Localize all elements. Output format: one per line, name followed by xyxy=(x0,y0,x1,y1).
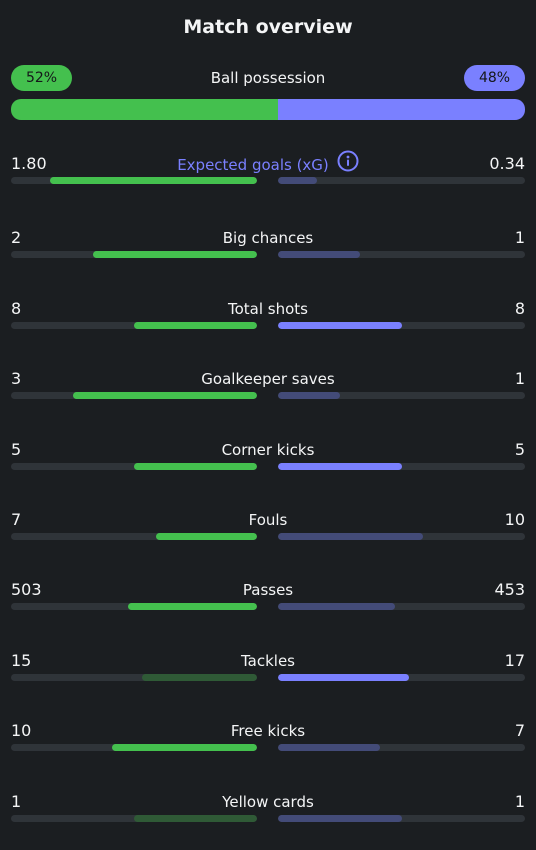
home-bar-fill xyxy=(50,177,257,184)
home-bar-fill xyxy=(72,392,257,399)
home-possession-badge: 52% xyxy=(11,65,72,91)
home-bar-track xyxy=(11,177,257,184)
stat-name-label: Fouls xyxy=(248,511,288,529)
home-value: 3 xyxy=(11,369,22,388)
home-bar-fill xyxy=(93,251,257,258)
home-bar-fill xyxy=(127,603,257,610)
stat-name-label: Yellow cards xyxy=(222,793,314,811)
away-value: 10 xyxy=(504,510,525,529)
away-bar-fill xyxy=(278,392,340,399)
panel-title: Match overview xyxy=(183,16,353,38)
stat-name: Free kicks xyxy=(100,720,436,742)
stat-name: Expected goals (xG) xyxy=(100,150,436,178)
away-bar-fill xyxy=(278,533,424,540)
away-bar-track xyxy=(278,177,525,184)
away-bar-fill xyxy=(278,251,361,258)
stat-row: 3 Goalkeeper saves 1 xyxy=(0,368,536,408)
away-value: 7 xyxy=(514,721,525,740)
home-bar-fill xyxy=(141,674,257,681)
home-bar-fill xyxy=(155,533,257,540)
home-value: 1 xyxy=(11,792,22,811)
home-value: 2 xyxy=(11,228,22,247)
away-bar-track xyxy=(278,392,525,399)
away-value: 0.34 xyxy=(489,154,525,173)
home-possession-fill xyxy=(11,99,279,120)
away-bar-track xyxy=(278,744,525,751)
stat-name-label: Expected goals (xG) xyxy=(177,156,329,174)
away-possession-badge: 48% xyxy=(464,65,525,91)
stat-name: Yellow cards xyxy=(100,791,436,813)
away-bar-fill xyxy=(278,177,318,184)
stat-name-label: Total shots xyxy=(228,300,308,318)
home-bar-track xyxy=(11,322,257,329)
stat-name: Corner kicks xyxy=(100,439,436,461)
home-value: 1.80 xyxy=(11,154,47,173)
home-bar-track xyxy=(11,392,257,399)
home-bar-track xyxy=(11,674,257,681)
away-bar-track xyxy=(278,674,525,681)
away-bar-fill xyxy=(278,463,402,470)
away-value: 17 xyxy=(504,651,525,670)
stat-name-label: Passes xyxy=(242,581,294,599)
home-bar-track xyxy=(11,603,257,610)
away-value: 5 xyxy=(514,440,525,459)
stat-name-label: Tackles xyxy=(240,652,296,670)
stat-name-label: Corner kicks xyxy=(221,441,315,459)
stat-name: Fouls xyxy=(100,509,436,531)
stat-row: 1 Yellow cards 1 xyxy=(0,791,536,831)
away-bar-track xyxy=(278,463,525,470)
away-possession-fill xyxy=(278,99,525,120)
away-bar-track xyxy=(278,251,525,258)
stat-name-label: Goalkeeper saves xyxy=(201,370,335,388)
home-value: 15 xyxy=(11,651,32,670)
stat-name: Total shots xyxy=(100,298,436,320)
stat-row: 10 Free kicks 7 xyxy=(0,720,536,760)
info-icon[interactable] xyxy=(337,150,359,178)
away-bar-fill xyxy=(278,322,402,329)
stat-name: Big chances xyxy=(100,227,436,249)
stat-row: 2 Big chances 1 xyxy=(0,227,536,267)
possession-bar xyxy=(11,99,525,120)
home-value: 503 xyxy=(11,580,42,599)
stat-name: Goalkeeper saves xyxy=(100,368,436,390)
home-bar-track xyxy=(11,463,257,470)
away-value: 1 xyxy=(514,228,525,247)
away-value: 8 xyxy=(514,299,525,318)
stat-row: 15 Tackles 17 xyxy=(0,650,536,690)
home-value: 5 xyxy=(11,440,22,459)
stat-name: Tackles xyxy=(100,650,436,672)
away-value: 1 xyxy=(514,792,525,811)
away-bar-fill xyxy=(278,603,396,610)
away-bar-track xyxy=(278,815,525,822)
away-bar-fill xyxy=(278,815,402,822)
away-value: 453 xyxy=(494,580,525,599)
stat-row: 7 Fouls 10 xyxy=(0,509,536,549)
stat-row: 1.80 Expected goals (xG) 0.34 xyxy=(0,150,536,193)
home-bar-fill xyxy=(134,322,257,329)
stat-row: 503 Passes 453 xyxy=(0,579,536,619)
home-bar-fill xyxy=(134,815,257,822)
stat-row: 8 Total shots 8 xyxy=(0,298,536,338)
home-bar-track xyxy=(11,251,257,258)
away-bar-track xyxy=(278,322,525,329)
home-value: 7 xyxy=(11,510,22,529)
home-bar-fill xyxy=(112,744,257,751)
home-bar-fill xyxy=(134,463,257,470)
possession-label: Ball possession xyxy=(210,69,326,87)
home-bar-track xyxy=(11,744,257,751)
home-bar-track xyxy=(11,533,257,540)
stat-name-label: Free kicks xyxy=(230,722,306,740)
stat-name: Passes xyxy=(100,579,436,601)
away-bar-track xyxy=(278,533,525,540)
home-value: 10 xyxy=(11,721,32,740)
stat-name-label: Big chances xyxy=(222,229,314,247)
away-value: 1 xyxy=(514,369,525,388)
away-bar-fill xyxy=(278,674,410,681)
home-bar-track xyxy=(11,815,257,822)
away-bar-fill xyxy=(278,744,380,751)
away-bar-track xyxy=(278,603,525,610)
stat-row: 5 Corner kicks 5 xyxy=(0,439,536,479)
home-value: 8 xyxy=(11,299,22,318)
